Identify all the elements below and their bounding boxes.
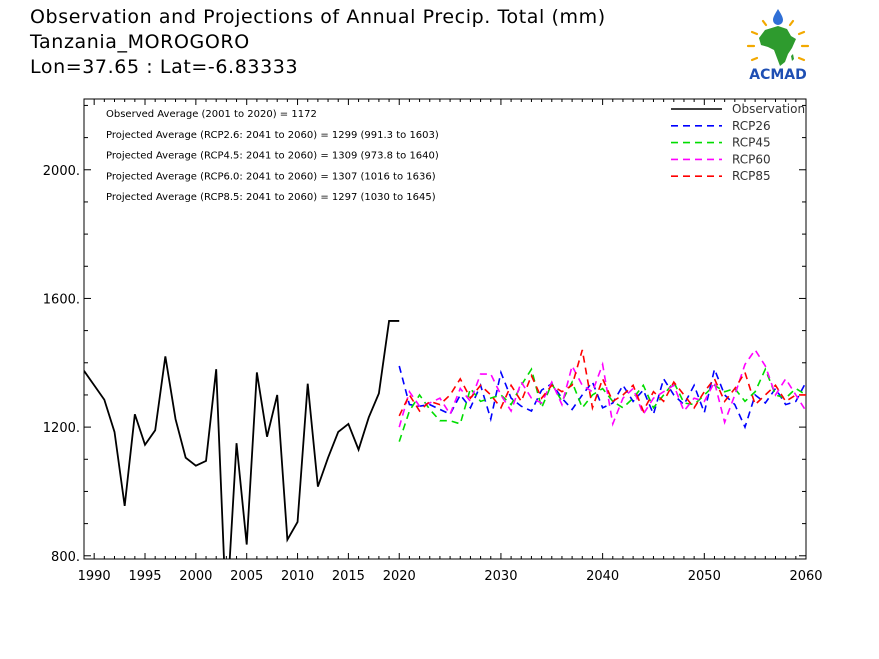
x-tick-label: 2060 [789, 569, 822, 584]
legend-label: RCP26 [732, 119, 771, 133]
x-tick-label: 2005 [230, 569, 263, 584]
series-line-rcp26 [398, 365, 806, 430]
y-tick-label: 2000. [43, 164, 80, 179]
logo-text: ACMAD [749, 67, 807, 83]
legend-layer: Observation RCP26 RCP45 RCP60 RCP85 [671, 102, 805, 183]
series-line-rcp60 [398, 348, 806, 428]
series-line-rcp45 [398, 367, 806, 442]
x-tick-label: 2000 [179, 569, 212, 584]
x-tick-label: 2010 [281, 569, 314, 584]
annotation-line: Observed Average (2001 to 2020) = 1172 [106, 109, 317, 120]
x-tick-label: 1990 [78, 569, 111, 584]
chart-title: Observation and Projections of Annual Pr… [30, 6, 606, 28]
y-tick-label: 1600. [43, 292, 80, 307]
x-tick-label: 2020 [383, 569, 416, 584]
location-label: Tanzania_MOROGORO [30, 31, 250, 53]
x-tick-label: 1995 [128, 569, 161, 584]
y-tick-label: 800. [51, 550, 80, 565]
legend-label: Observation [732, 102, 805, 116]
x-tick-label: 2030 [484, 569, 517, 584]
africa-map-sun-logo-icon: ACMAD [746, 9, 810, 83]
legend-label: RCP60 [732, 152, 771, 166]
annotation-line: Projected Average (RCP4.5: 2041 to 2060)… [106, 151, 439, 162]
legend-label: RCP45 [732, 136, 771, 150]
series-line-observation [84, 320, 400, 559]
annotation-layer: Observed Average (2001 to 2020) = 1172 Pr… [106, 109, 439, 203]
plot-frame [83, 98, 807, 560]
x-tick-label: 2050 [688, 569, 721, 584]
legend-label: RCP85 [732, 169, 771, 183]
annotation-line: Projected Average (RCP8.5: 2041 to 2060)… [106, 192, 436, 203]
series-line-rcp85 [398, 349, 806, 417]
x-tick-label: 2040 [586, 569, 619, 584]
annotation-line: Projected Average (RCP6.0: 2041 to 2060)… [106, 171, 436, 182]
acmad-logo: ACMAD [738, 8, 818, 84]
y-tick-label: 1200. [43, 421, 80, 436]
x-tick-label: 2015 [332, 569, 365, 584]
coordinates-label: Lon=37.65 : Lat=-6.83333 [30, 56, 299, 78]
axes-layer: 800. 1200. 1600. 2000. 1990 1995 2000 2005 2010 2… [43, 98, 823, 584]
series-layer [84, 320, 806, 559]
annotation-line: Projected Average (RCP2.6: 2041 to 2060)… [106, 130, 439, 141]
